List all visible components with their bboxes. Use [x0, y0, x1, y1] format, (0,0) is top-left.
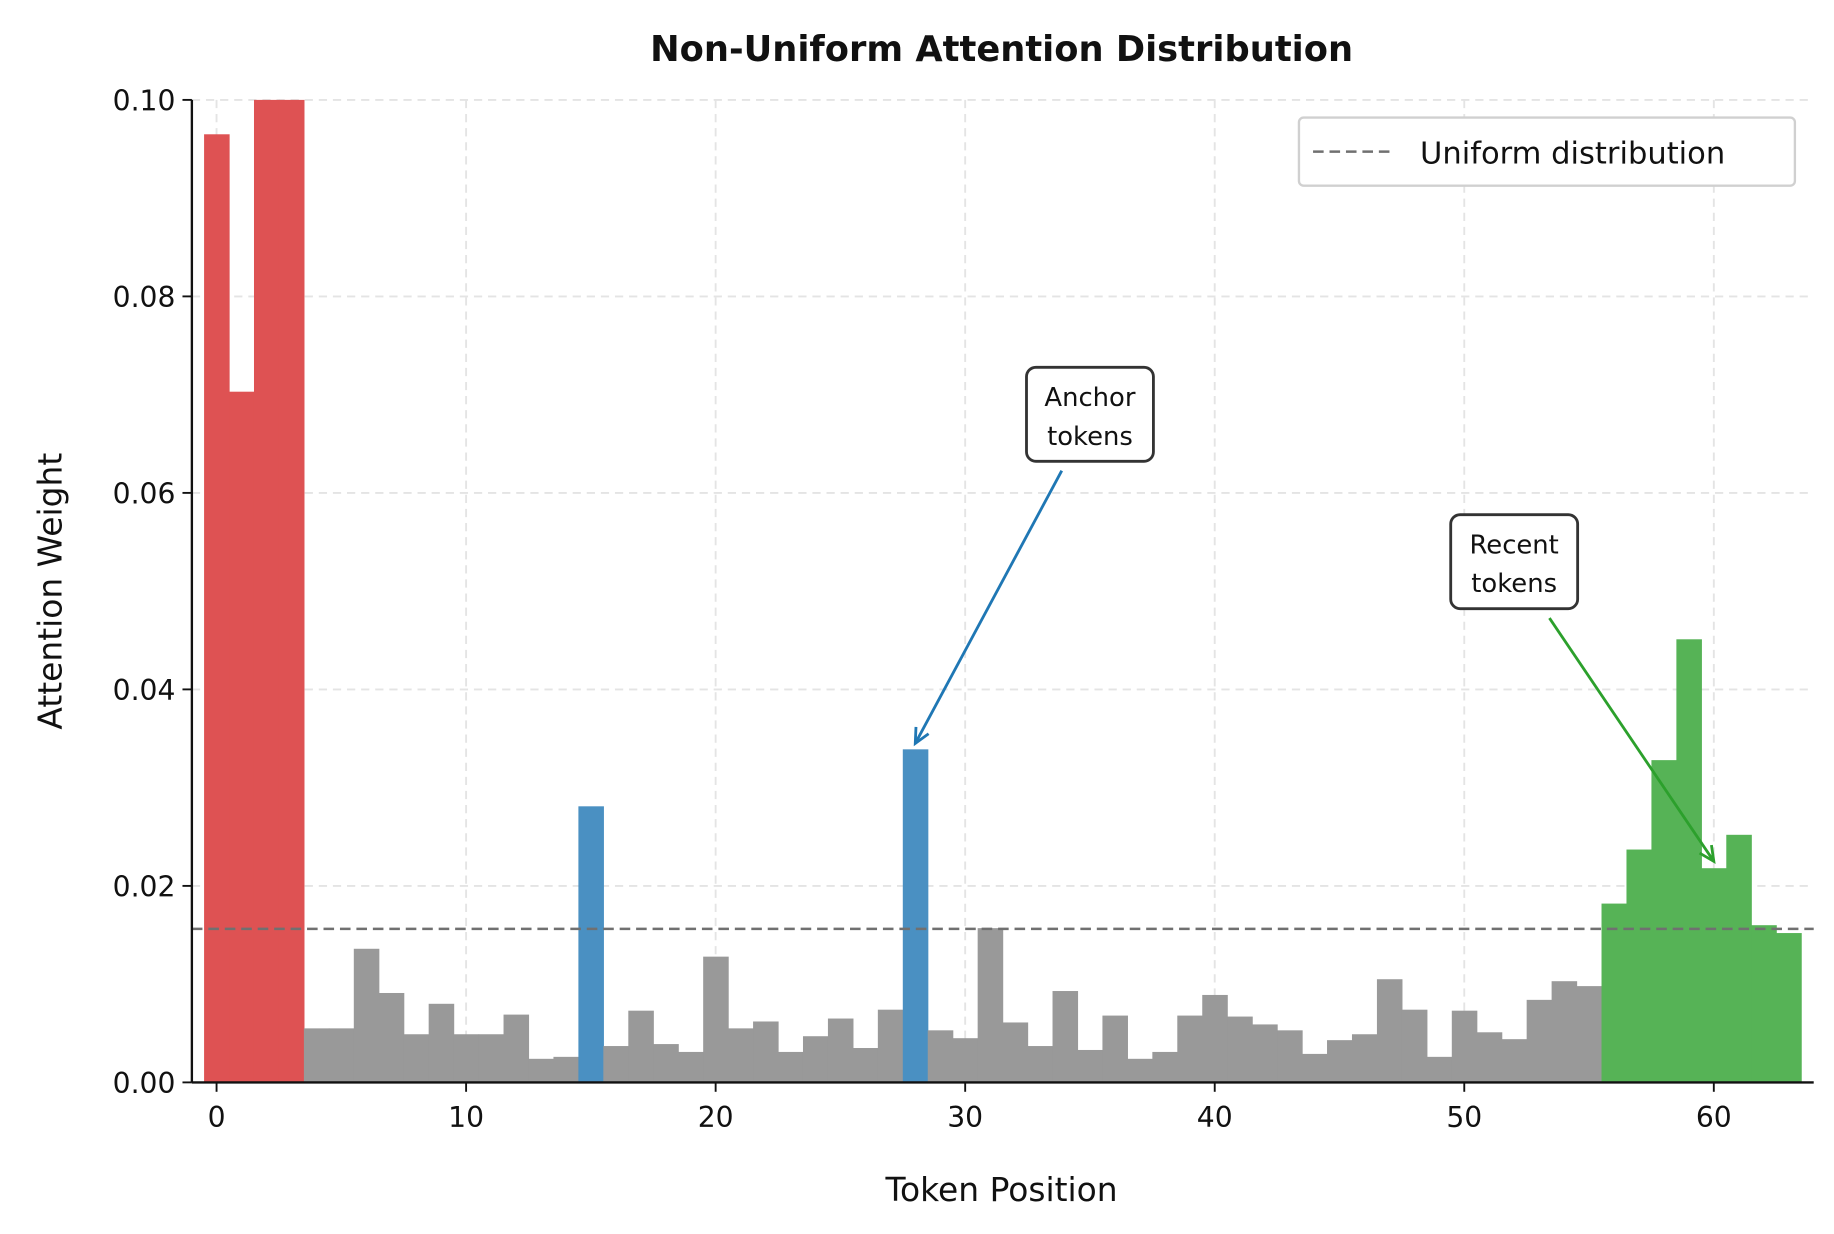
arrowhead-icon — [1698, 844, 1716, 865]
annotation-text-line2: tokens — [1047, 422, 1133, 452]
axes: 0 10 20 30 40 50 60 0.00 0.02 0.04 0.06 0.08 0.10 — [113, 84, 1814, 1134]
bar-token-1 — [229, 391, 255, 1083]
bar-token-58 — [1651, 760, 1677, 1083]
bar-token-14 — [553, 1056, 579, 1083]
bar-token-49 — [1426, 1056, 1453, 1083]
x-tick-label: 40 — [1197, 1101, 1233, 1134]
x-tick-label: 20 — [698, 1101, 734, 1134]
bars — [204, 99, 1802, 1083]
bar-token-50 — [1451, 1010, 1478, 1083]
bar-token-7 — [378, 992, 405, 1083]
bar-token-61 — [1726, 834, 1752, 1083]
y-tick-label: 0.02 — [113, 870, 176, 903]
annotation-box — [1449, 513, 1580, 611]
bar-token-52 — [1501, 1039, 1528, 1083]
y-tick-label: 0.08 — [113, 281, 176, 314]
y-tick-label: 0.04 — [113, 674, 176, 707]
bar-token-10 — [453, 1034, 480, 1083]
x-tick-label: 50 — [1446, 1101, 1482, 1134]
bar-token-22 — [753, 1021, 779, 1083]
arrowhead-icon — [913, 726, 930, 747]
bar-token-30 — [952, 1038, 979, 1083]
bar-token-54 — [1551, 981, 1578, 1083]
annotation-text-line1: Anchor — [1044, 383, 1135, 413]
x-tick-label: 10 — [448, 1101, 484, 1134]
bar-token-41 — [1227, 1016, 1253, 1083]
bar-token-15 — [578, 806, 604, 1083]
bar-token-32 — [1002, 1022, 1029, 1083]
bar-token-59 — [1676, 639, 1702, 1083]
annotation-text-line2: tokens — [1471, 569, 1557, 599]
annotations: Anchor tokens Recent tokens — [913, 365, 1716, 865]
bar-token-51 — [1476, 1032, 1503, 1083]
bar-token-18 — [653, 1044, 679, 1083]
bar-token-60 — [1701, 868, 1727, 1083]
bar-token-45 — [1327, 1040, 1353, 1083]
bar-token-63 — [1776, 933, 1802, 1083]
chart-title: Non-Uniform Attention Distribution — [650, 29, 1353, 70]
bar-token-5 — [328, 1028, 355, 1083]
bar-token-25 — [827, 1018, 854, 1083]
bar-token-40 — [1202, 994, 1228, 1083]
annotation-box — [1025, 365, 1155, 463]
bar-token-33 — [1027, 1046, 1054, 1083]
bar-token-57 — [1626, 849, 1653, 1083]
x-tick-label: 0 — [208, 1101, 226, 1134]
y-tick-label: 0.10 — [113, 84, 176, 117]
bar-token-23 — [778, 1051, 804, 1083]
bar-token-42 — [1252, 1024, 1278, 1083]
bar-token-46 — [1351, 1034, 1378, 1083]
bar-token-31 — [977, 928, 1004, 1083]
y-tick-label: 0.00 — [113, 1067, 176, 1100]
bar-token-28 — [902, 749, 929, 1083]
bar-token-38 — [1152, 1051, 1178, 1083]
bar-token-48 — [1401, 1009, 1428, 1083]
annotation-arrow — [1548, 617, 1715, 863]
legend: Uniform distribution — [1297, 116, 1797, 187]
bar-token-12 — [503, 1014, 530, 1083]
bar-token-19 — [678, 1051, 704, 1083]
bar-token-44 — [1302, 1053, 1328, 1083]
bar-token-55 — [1576, 986, 1603, 1083]
bar-token-16 — [603, 1046, 629, 1083]
annotation-text-line1: Recent — [1470, 530, 1559, 560]
bar-token-3 — [278, 99, 305, 1083]
bar-token-21 — [728, 1028, 754, 1083]
bar-token-29 — [927, 1030, 954, 1083]
bar-token-2 — [253, 99, 280, 1083]
legend-frame — [1297, 116, 1797, 187]
bar-token-47 — [1376, 979, 1403, 1083]
x-tick-label: 30 — [947, 1101, 983, 1134]
bar-token-4 — [303, 1028, 330, 1083]
bar-token-62 — [1751, 925, 1777, 1083]
bar-token-17 — [628, 1010, 654, 1083]
bar-token-39 — [1177, 1015, 1203, 1083]
x-axis-label: Token Position — [885, 1170, 1118, 1209]
bar-token-43 — [1277, 1030, 1303, 1083]
annotation-arrow — [914, 470, 1063, 745]
bar-token-11 — [478, 1034, 505, 1083]
bar-token-13 — [528, 1058, 555, 1083]
bar-token-6 — [353, 948, 380, 1083]
y-tick-label: 0.06 — [113, 477, 176, 510]
bar-token-20 — [703, 956, 729, 1083]
bar-token-36 — [1102, 1015, 1128, 1083]
legend-label: Uniform distribution — [1420, 136, 1725, 171]
bar-token-37 — [1127, 1058, 1153, 1083]
bar-token-8 — [403, 1034, 430, 1083]
bar-token-56 — [1601, 903, 1628, 1083]
bar-token-35 — [1077, 1049, 1104, 1083]
bar-token-24 — [802, 1036, 829, 1083]
bar-token-9 — [428, 1003, 455, 1083]
y-axis-label: Attention Weight — [30, 453, 69, 730]
bar-token-27 — [877, 1009, 904, 1083]
bar-token-34 — [1052, 991, 1079, 1083]
bar-token-0 — [204, 134, 230, 1083]
x-tick-label: 60 — [1696, 1101, 1732, 1134]
bar-token-26 — [852, 1048, 879, 1083]
bar-token-53 — [1526, 999, 1553, 1083]
